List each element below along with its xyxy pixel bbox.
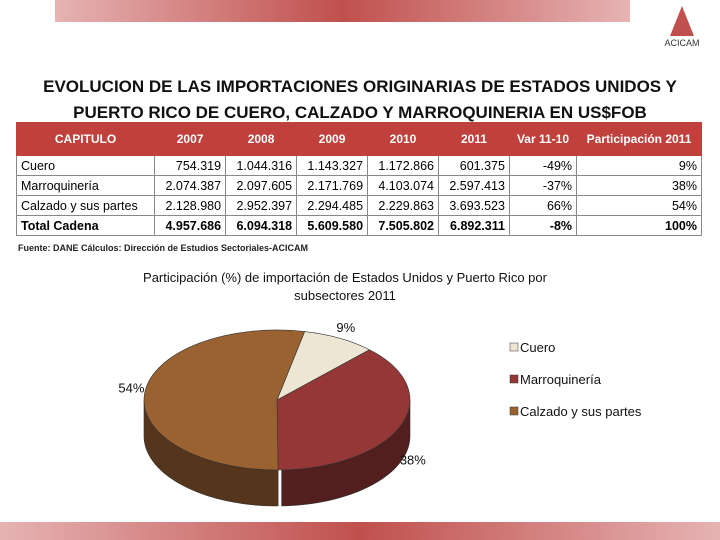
legend-swatch	[509, 342, 519, 352]
table-cell: Marroquinería	[15, 175, 156, 196]
table-cell: Total Cadena	[15, 215, 156, 236]
table-cell: 5.609.580	[296, 215, 369, 236]
table-cell: 2.128.980	[154, 195, 227, 216]
table-cell: 1.044.316	[225, 155, 298, 176]
legend-label: Calzado y sus partes	[520, 404, 642, 419]
table-cell: 54%	[576, 195, 702, 216]
table-cell: 4.957.686	[154, 215, 227, 236]
table-cell: 2.097.605	[225, 175, 298, 196]
legend-label: Marroquinería	[520, 372, 602, 387]
top-bar	[55, 0, 630, 22]
table-cell: 6.892.311	[437, 215, 510, 236]
table-cell: 1.172.866	[367, 155, 439, 176]
table-cell: 66%	[508, 195, 578, 216]
table-cell: 2.952.397	[225, 195, 298, 216]
chart-title: Participación (%) de importación de Esta…	[143, 270, 548, 303]
table-cell: 3.693.523	[437, 195, 510, 216]
table-row: Calzado y sus partes 2.128.980 2.952.397 2.…	[15, 195, 702, 216]
table-cell: 601.375	[437, 155, 510, 176]
column-header: 2009	[296, 122, 369, 156]
table-row: Total Cadena 4.957.686 6.094.318 5.609.580 7…	[15, 215, 702, 236]
legend-swatch	[509, 374, 519, 384]
table-cell: 6.094.318	[225, 215, 298, 236]
title: EVOLUCION DE LAS IMPORTACIONES ORIGINARI…	[43, 77, 677, 122]
table-cell: 4.103.074	[367, 175, 439, 196]
table-row: Cuero 754.319 1.044.316 1.143.327 1.172.866 6…	[15, 155, 702, 176]
legend-swatch	[509, 406, 519, 416]
table-cell: 2.171.769	[296, 175, 369, 196]
column-header: 2007	[154, 122, 227, 156]
table-cell: 2.294.485	[296, 195, 369, 216]
table-cell: 2.074.387	[154, 175, 227, 196]
table-cell: 38%	[576, 175, 702, 196]
data-table: CAPITULO 2007 2008 2009 2010 2011 Var 11-10 Par…	[15, 122, 702, 236]
bottom-bar	[0, 522, 720, 540]
table-cell: 100%	[576, 215, 702, 236]
table-cell: -8%	[508, 215, 578, 236]
table-cell: 754.319	[154, 155, 227, 176]
pie-slice	[143, 329, 306, 471]
table-cell: -49%	[508, 155, 578, 176]
chart: Participación (%) de importación de Esta…	[118, 270, 642, 507]
column-header: Var 11-10	[508, 122, 578, 156]
data-label: 9%	[336, 320, 355, 335]
logo: ACICAM	[652, 6, 712, 48]
column-header: 2008	[225, 122, 298, 156]
table-cell: 1.143.327	[296, 155, 369, 176]
column-header: 2011	[437, 122, 510, 156]
table-cell: Calzado y sus partes	[15, 195, 156, 216]
table-cell: 2.229.863	[367, 195, 439, 216]
table-row: Marroquinería 2.074.387 2.097.605 2.171.769…	[15, 175, 702, 196]
table-cell: 2.597.413	[437, 175, 510, 196]
data-label: 38%	[400, 453, 426, 468]
pie-slice	[276, 349, 411, 471]
data-label: 54%	[118, 380, 144, 395]
legend-label: Cuero	[520, 340, 555, 355]
table-cell: 9%	[576, 155, 702, 176]
column-header: Participación 2011	[576, 122, 702, 156]
table-cell: Cuero	[15, 155, 156, 176]
logo-text: ACICAM	[664, 38, 700, 48]
table-cell: -37%	[508, 175, 578, 196]
table-cell: 7.505.802	[367, 215, 439, 236]
column-header: 2010	[367, 122, 439, 156]
source: Fuente: DANE Cálculos: Dirección de Estu…	[18, 243, 309, 253]
column-header: CAPITULO	[15, 122, 156, 156]
